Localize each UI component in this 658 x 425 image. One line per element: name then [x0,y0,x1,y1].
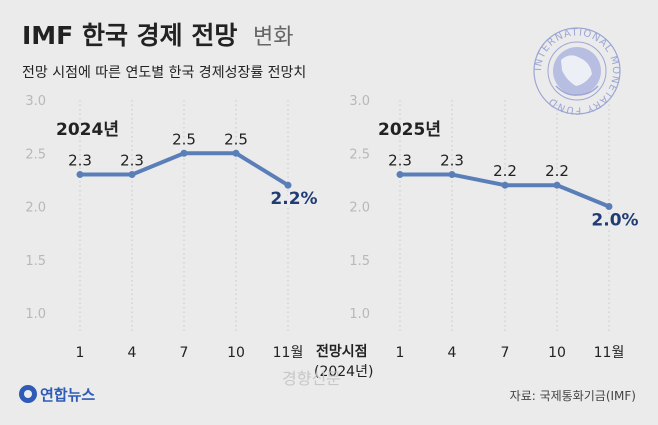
x-tick-label: 4 [448,345,457,361]
data-point [553,181,561,189]
x-tick-label: 7 [501,345,510,361]
x-tick-label: 11월 [273,345,304,361]
panel-title: 2025년 [378,120,441,140]
y-tick-label: 3.0 [349,94,370,109]
x-axis-label-line2: (2024년) [314,364,373,380]
y-tick-label: 1.0 [25,307,46,322]
y-tick-label: 2.0 [349,201,370,216]
x-tick-label: 1 [396,345,405,361]
imf-seal-logo: INTERNATIONAL MONETARY FUND [533,27,621,116]
data-label: 2.2 [545,162,569,180]
data-label: 2.3 [440,152,464,170]
y-tick-label: 2.0 [25,201,46,216]
data-point [396,171,404,179]
data-label: 2.3 [120,152,144,170]
x-tick-label: 11월 [594,345,625,361]
data-point [448,171,456,179]
panel-title: 2024년 [56,120,119,140]
y-tick-label: 2.5 [349,147,370,162]
data-label: 2.5 [224,130,248,148]
data-label: 2.2% [270,189,317,209]
data-point [76,171,84,179]
y-tick-label: 1.5 [25,254,46,269]
x-tick-label: 7 [180,345,189,361]
x-tick-label: 1 [76,345,85,361]
y-tick-label: 1.5 [349,254,370,269]
x-tick-label: 10 [227,345,245,361]
data-point [284,181,292,189]
title-main: IMF 한국 경제 전망 [22,21,237,50]
y-tick-label: 2.5 [25,147,46,162]
data-point [501,181,509,189]
y-tick-label: 3.0 [25,94,46,109]
data-point [605,203,613,210]
data-point [232,149,240,157]
x-tick-label: 10 [548,345,566,361]
watermark: 경향신문 [282,369,341,388]
data-label: 2.0% [591,211,638,231]
data-label: 2.5 [172,130,196,148]
data-point [128,171,136,179]
yonhap-logo: 연합뉴스 [19,385,95,404]
x-tick-label: 4 [128,345,137,361]
data-label: 2.2 [493,162,517,180]
y-tick-label: 1.0 [349,307,370,322]
x-axis-label-line1: 전망시점 [316,343,368,360]
subtitle: 전망 시점에 따른 연도별 한국 경제성장률 전망치 [22,65,306,81]
data-label: 2.3 [388,152,412,170]
data-point [180,149,188,157]
logo-text: 연합뉴스 [40,386,95,404]
data-label: 2.3 [68,152,92,170]
series-line [78,151,290,188]
source-text: 자료: 국제통화기금(IMF) [510,389,636,403]
title-sub: 변화 [253,25,293,50]
